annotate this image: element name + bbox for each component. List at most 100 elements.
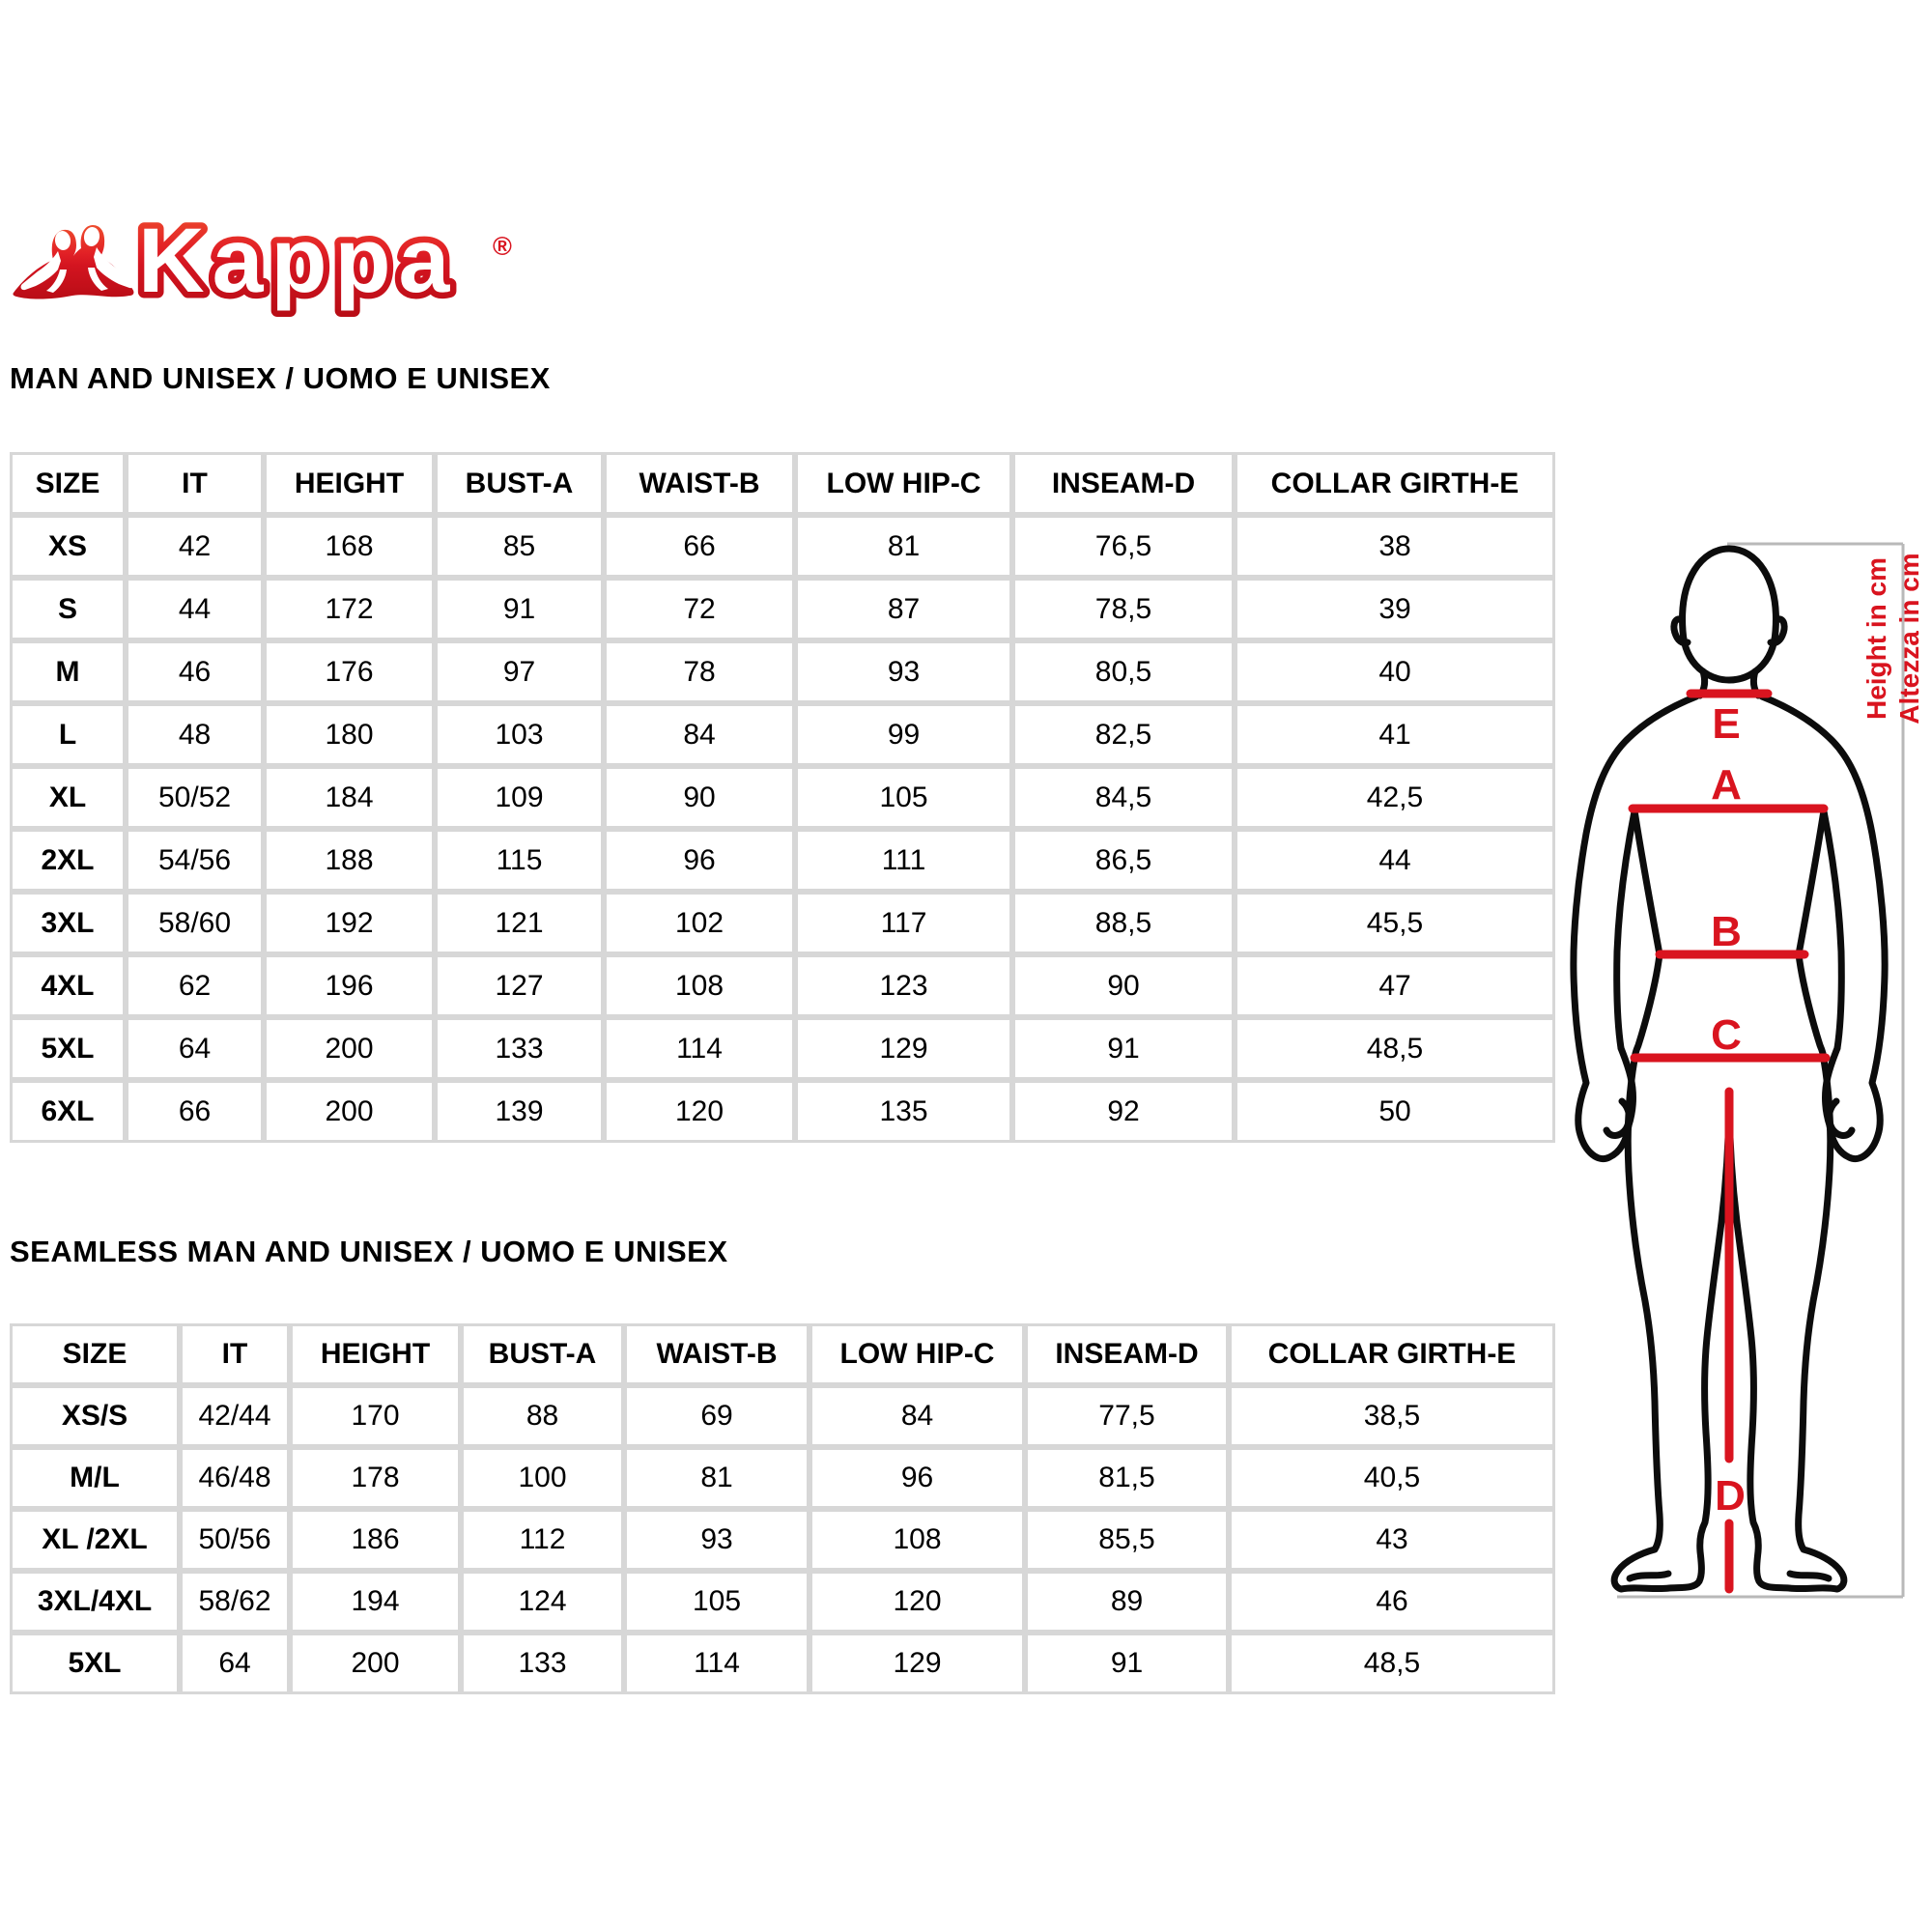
value-cell: 117 — [795, 892, 1012, 954]
value-cell: 40,5 — [1229, 1447, 1555, 1509]
size-cell: 5XL — [10, 1017, 126, 1080]
value-cell: 44 — [126, 578, 264, 640]
value-cell: 192 — [264, 892, 435, 954]
value-cell: 115 — [435, 829, 604, 892]
value-cell: 40 — [1235, 640, 1555, 703]
value-cell: 66 — [126, 1080, 264, 1143]
value-cell: 178 — [290, 1447, 461, 1509]
size-cell: 2XL — [10, 829, 126, 892]
section-title-man: MAN AND UNISEX / UOMO E UNISEX — [10, 361, 551, 395]
column-header: INSEAM-D — [1025, 1323, 1229, 1385]
value-cell: 41 — [1235, 703, 1555, 766]
table-row: 4XL 62 196 127 108 123 90 47 — [10, 954, 1555, 1017]
value-cell: 129 — [795, 1017, 1012, 1080]
seamless-size-table: SIZE IT HEIGHT BUST-A WAIST-B LOW HIP-C INSEAM… — [10, 1323, 1555, 1694]
value-cell: 80,5 — [1012, 640, 1235, 703]
value-cell: 42/44 — [180, 1385, 290, 1447]
value-cell: 180 — [264, 703, 435, 766]
size-cell: 3XL/4XL — [10, 1571, 180, 1633]
value-cell: 50/52 — [126, 766, 264, 829]
size-cell: XL /2XL — [10, 1509, 180, 1571]
kappa-logo: Kappa ® — [13, 214, 512, 319]
value-cell: 93 — [624, 1509, 810, 1571]
column-header: SIZE — [10, 452, 126, 515]
table-row: M/L 46/48 178 100 81 96 81,5 40,5 — [10, 1447, 1555, 1509]
kappa-wordmark: Kappa — [138, 214, 457, 312]
low-hip-label: C — [1711, 1011, 1742, 1059]
value-cell: 85 — [435, 515, 604, 578]
value-cell: 200 — [264, 1017, 435, 1080]
bust-line: A — [1628, 761, 1829, 813]
value-cell: 64 — [126, 1017, 264, 1080]
value-cell: 76,5 — [1012, 515, 1235, 578]
section-title-seamless: SEAMLESS MAN AND UNISEX / UOMO E UNISEX — [10, 1235, 728, 1268]
value-cell: 58/62 — [180, 1571, 290, 1633]
value-cell: 88 — [461, 1385, 624, 1447]
value-cell: 69 — [624, 1385, 810, 1447]
size-cell: 4XL — [10, 954, 126, 1017]
column-header: IT — [126, 452, 264, 515]
table-row: 5XL 64 200 133 114 129 91 48,5 — [10, 1017, 1555, 1080]
table-row: 3XL/4XL 58/62 194 124 105 120 89 46 — [10, 1571, 1555, 1633]
value-cell: 38,5 — [1229, 1385, 1555, 1447]
value-cell: 120 — [604, 1080, 795, 1143]
value-cell: 112 — [461, 1509, 624, 1571]
value-cell: 42,5 — [1235, 766, 1555, 829]
size-cell: L — [10, 703, 126, 766]
value-cell: 81 — [624, 1447, 810, 1509]
value-cell: 48 — [126, 703, 264, 766]
value-cell: 123 — [795, 954, 1012, 1017]
column-header: COLLAR GIRTH-E — [1235, 452, 1555, 515]
value-cell: 114 — [604, 1017, 795, 1080]
value-cell: 127 — [435, 954, 604, 1017]
value-cell: 45,5 — [1235, 892, 1555, 954]
column-header: BUST-A — [461, 1323, 624, 1385]
column-header: IT — [180, 1323, 290, 1385]
value-cell: 66 — [604, 515, 795, 578]
table-row: XS 42 168 85 66 81 76,5 38 — [10, 515, 1555, 578]
value-cell: 84,5 — [1012, 766, 1235, 829]
column-header: WAIST-B — [624, 1323, 810, 1385]
inseam-line: D — [1715, 1087, 1746, 1594]
value-cell: 111 — [795, 829, 1012, 892]
value-cell: 42 — [126, 515, 264, 578]
height-dimension-line — [1617, 542, 1905, 1599]
value-cell: 120 — [810, 1571, 1025, 1633]
collar-girth-line: E — [1686, 689, 1773, 748]
value-cell: 85,5 — [1025, 1509, 1229, 1571]
header-row: SIZE IT HEIGHT BUST-A WAIST-B LOW HIP-C INSEAM… — [10, 1323, 1555, 1385]
value-cell: 89 — [1025, 1571, 1229, 1633]
size-cell: 3XL — [10, 892, 126, 954]
registered-trademark-icon: ® — [493, 232, 512, 261]
value-cell: 99 — [795, 703, 1012, 766]
value-cell: 109 — [435, 766, 604, 829]
value-cell: 105 — [624, 1571, 810, 1633]
value-cell: 88,5 — [1012, 892, 1235, 954]
value-cell: 133 — [435, 1017, 604, 1080]
value-cell: 196 — [264, 954, 435, 1017]
size-cell: S — [10, 578, 126, 640]
value-cell: 102 — [604, 892, 795, 954]
collar-girth-label: E — [1712, 700, 1740, 748]
value-cell: 139 — [435, 1080, 604, 1143]
size-cell: XS/S — [10, 1385, 180, 1447]
value-cell: 105 — [795, 766, 1012, 829]
value-cell: 50/56 — [180, 1509, 290, 1571]
value-cell: 200 — [290, 1633, 461, 1694]
waist-label: B — [1711, 908, 1742, 955]
table-row: M 46 176 97 78 93 80,5 40 — [10, 640, 1555, 703]
value-cell: 170 — [290, 1385, 461, 1447]
value-cell: 72 — [604, 578, 795, 640]
waist-line: B — [1655, 908, 1809, 959]
size-cell: M — [10, 640, 126, 703]
value-cell: 100 — [461, 1447, 624, 1509]
value-cell: 135 — [795, 1080, 1012, 1143]
value-cell: 96 — [810, 1447, 1025, 1509]
man-size-table: SIZE IT HEIGHT BUST-A WAIST-B LOW HIP-C INSEAM… — [10, 452, 1555, 1143]
value-cell: 108 — [604, 954, 795, 1017]
value-cell: 38 — [1235, 515, 1555, 578]
size-cell: M/L — [10, 1447, 180, 1509]
size-cell: 6XL — [10, 1080, 126, 1143]
table-row: XL 50/52 184 109 90 105 84,5 42,5 — [10, 766, 1555, 829]
